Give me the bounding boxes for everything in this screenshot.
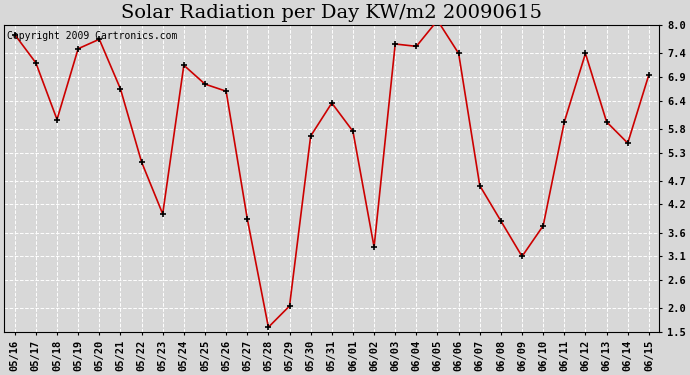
Text: Copyright 2009 Cartronics.com: Copyright 2009 Cartronics.com [8, 31, 178, 41]
Title: Solar Radiation per Day KW/m2 20090615: Solar Radiation per Day KW/m2 20090615 [121, 4, 542, 22]
